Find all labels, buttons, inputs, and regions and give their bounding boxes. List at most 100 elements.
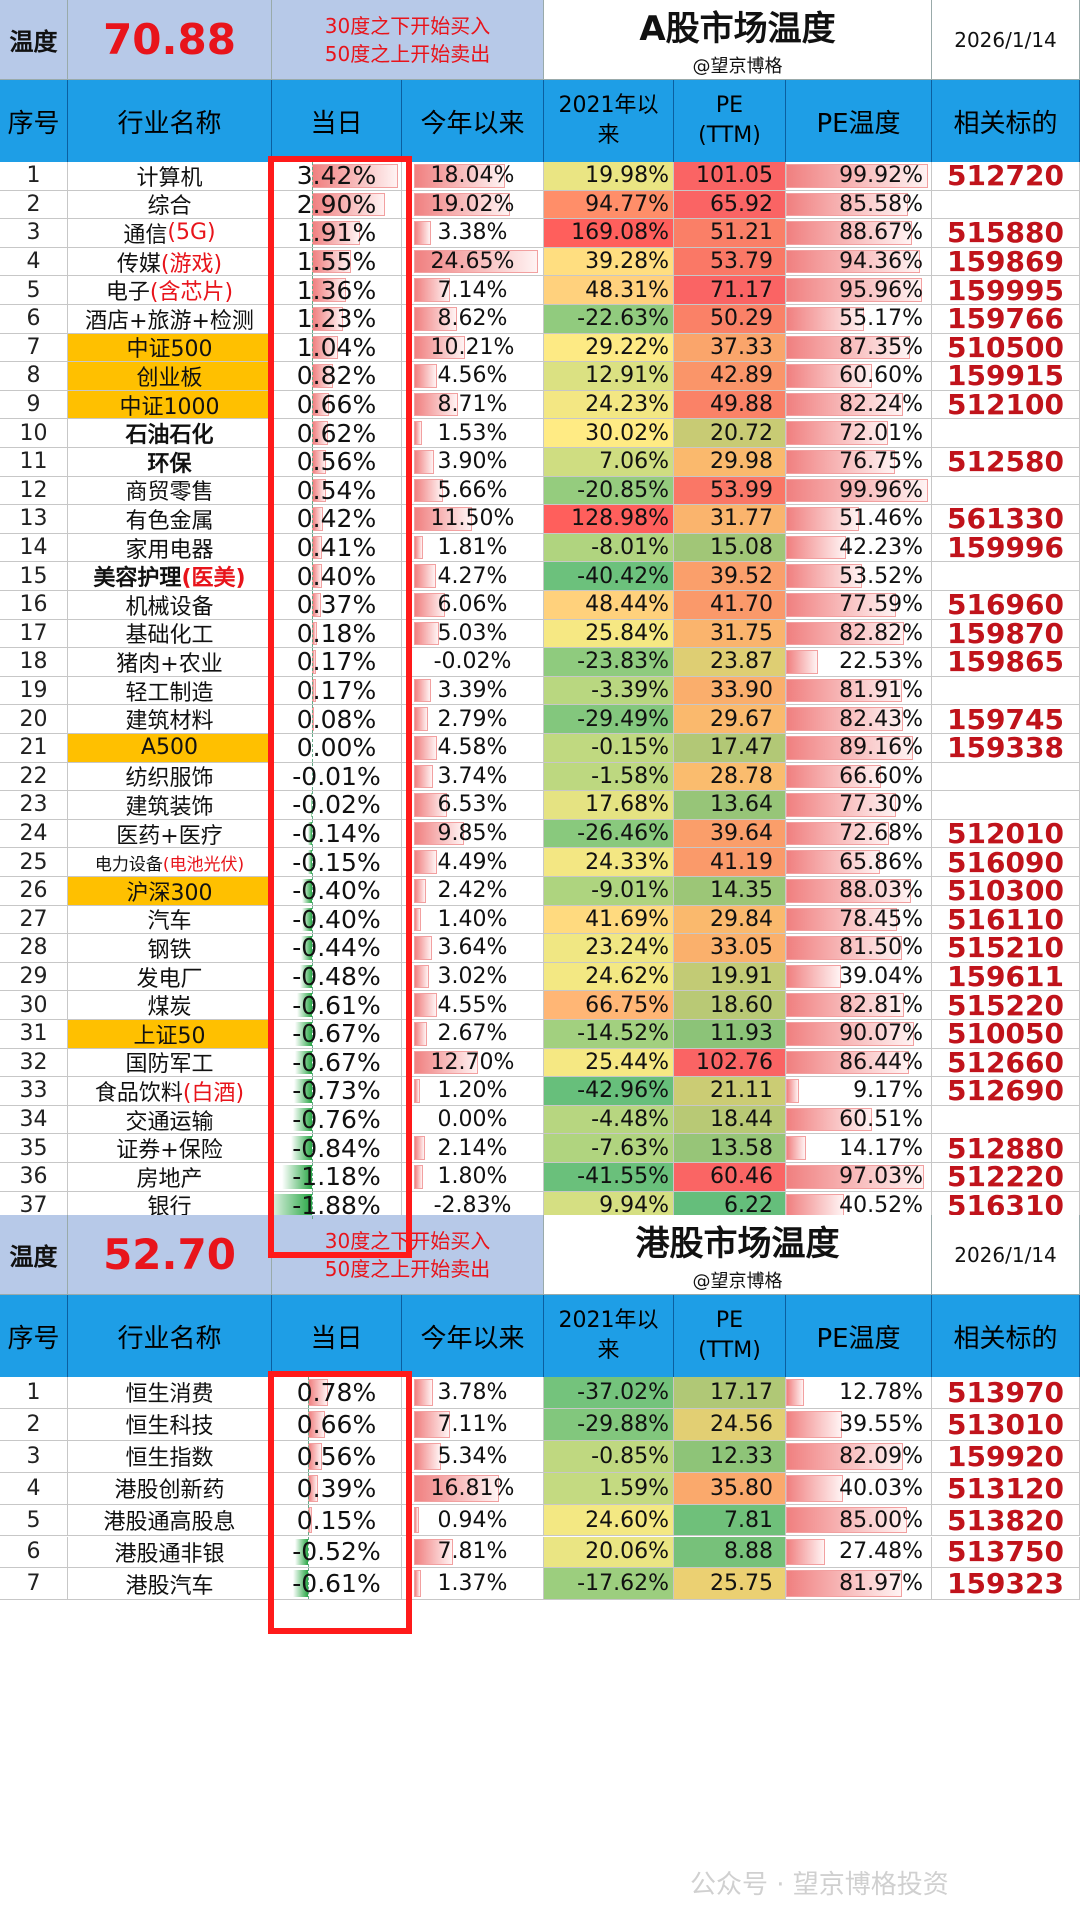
pe-temperature-value: 81.91% [839,678,923,704]
ytd-change-bar [414,278,450,302]
industry-name: 计算机 [68,162,272,190]
row-number: 35 [0,1134,68,1162]
daily-change-value: -0.02% [292,791,381,819]
pe-temperature-value: 99.96% [839,477,923,503]
pe-temperature-bar [786,535,846,560]
related-fund-code [932,676,1080,705]
ytd-change-bar [414,621,440,646]
since-2021-change: 25.84% [544,619,674,648]
row-number: 34 [0,1105,68,1134]
pe-temperature-bar [786,1570,903,1598]
since-2021-change: 24.33% [544,848,674,876]
pe-temperature-value: 87.35% [839,334,923,360]
industry-name: 沪深300 [68,877,272,905]
pe-temperature-value: 85.00% [839,1507,923,1533]
pe-ttm: 53.79 [674,247,786,276]
pe-temperature-value: 82.82% [839,620,923,646]
zero-line [312,991,313,1019]
header-pe-ttm-line1: PE [715,93,744,118]
ytd-change-bar [414,1165,424,1189]
daily-change-value: -0.84% [292,1134,381,1162]
ytd-change: 11.50% [402,505,544,533]
row-number: 25 [0,848,68,876]
pe-temperature-value: 77.59% [839,592,923,618]
daily-change: -0.40% [272,877,402,905]
ytd-change-bar [414,764,433,789]
pe-temperature-value: 85.58% [839,191,923,217]
pe-temperature-bar [786,993,904,1017]
daily-change: 1.91% [272,219,402,247]
pe-temperature-value: 82.43% [839,706,923,732]
ytd-change-value: 7.81% [437,1539,508,1565]
since-2021-change: 94.77% [544,190,674,219]
related-fund-code: 159920 [932,1440,1080,1472]
pe-ttm: 49.88 [674,390,786,419]
title-text: 港股市场温度 [635,1224,840,1264]
industry-name-text: 发电厂 [136,966,203,991]
industry-name-highlight: (白酒) [182,1080,245,1105]
related-fund-code [932,1105,1080,1134]
industry-name-text: 港股汽车 [125,1573,214,1599]
industry-name-text: 汽车 [147,909,192,934]
author-text: @望京博格 [692,1271,783,1292]
pe-temperature-bar [786,650,818,674]
ytd-change: 8.62% [402,305,544,333]
since-2021-change: 7.06% [544,448,674,476]
zero-line [312,934,313,962]
industry-name: 上证50 [68,1020,272,1048]
daily-change-value: -0.67% [292,1020,381,1048]
since-2021-change: -29.49% [544,705,674,733]
zero-line [312,762,313,791]
ytd-change-bar [414,1538,454,1566]
daily-change-value: 0.62% [296,419,377,447]
pe-temperature-value: 42.23% [839,535,923,561]
pe-temperature-bar [786,1165,924,1189]
industry-name-text: 有色金属 [125,508,214,533]
table-row: 2 恒生科技 0.66% 7.11% -29.88% 24.56 39.55% 513010 [0,1408,1080,1441]
industry-name: 通信 (5G) [68,219,272,247]
rule-line-2: 50度之上开始卖出 [324,1256,491,1281]
pe-temperature-bar [786,564,862,588]
pe-temperature-value: 9.17% [853,1078,923,1104]
row-number: 15 [0,562,68,590]
daily-change: -0.67% [272,1020,402,1048]
since-2021-change: 39.28% [544,247,674,276]
ytd-change-value: 3.64% [437,935,508,961]
buy-sell-rule: 30度之下开始买入 50度之上开始卖出 [272,0,544,80]
table-row: 5 电子 (含芯片) 1.36% 7.14% 48.31% 71.17 95.96% 15999… [0,276,1080,305]
daily-change-value: 0.17% [296,676,377,705]
ytd-change-value: 4.58% [437,735,508,761]
ytd-change-value: 3.74% [437,763,508,789]
pe-ttm: 25.75 [674,1568,786,1600]
daily-change: -0.52% [272,1536,402,1568]
pe-temperature-value: 86.44% [839,1049,923,1075]
ytd-change: -2.83% [402,1191,544,1220]
ytd-change-value: 5.03% [437,620,508,646]
row-number: 7 [0,1568,68,1600]
daily-change: -0.01% [272,762,402,791]
since-2021-change: 17.68% [544,791,674,819]
date-text: 2026/1/14 [932,1215,1080,1295]
header-pe-ttm-line2: (TTM) [698,123,761,148]
pe-ttm: 39.52 [674,562,786,590]
pe-temperature-value: 88.03% [839,878,923,904]
industry-name-text: 港股通高股息 [103,1510,236,1536]
daily-change: -0.48% [272,962,402,991]
ytd-change-value: 3.78% [437,1379,508,1405]
zero-line [312,962,313,991]
industry-name: 汽车 [68,905,272,934]
pe-temperature-bar [786,1410,843,1438]
ytd-change-bar [414,593,445,617]
zero-line [312,562,313,590]
since-2021-change: -0.85% [544,1440,674,1472]
pe-ttm: 101.05 [674,162,786,190]
header-since-2021-line2: 来 [597,1338,620,1363]
daily-change-value: 0.17% [296,648,377,676]
header-ytd: 今年以来 [402,80,544,162]
zero-line [308,1504,309,1536]
pe-temperature: 12.78% [786,1377,932,1408]
pe-temperature: 81.97% [786,1568,932,1600]
row-number: 9 [0,390,68,419]
buy-sell-rule: 30度之下开始买入 50度之上开始卖出 [272,1215,544,1295]
pe-temperature-bar [786,1079,800,1103]
